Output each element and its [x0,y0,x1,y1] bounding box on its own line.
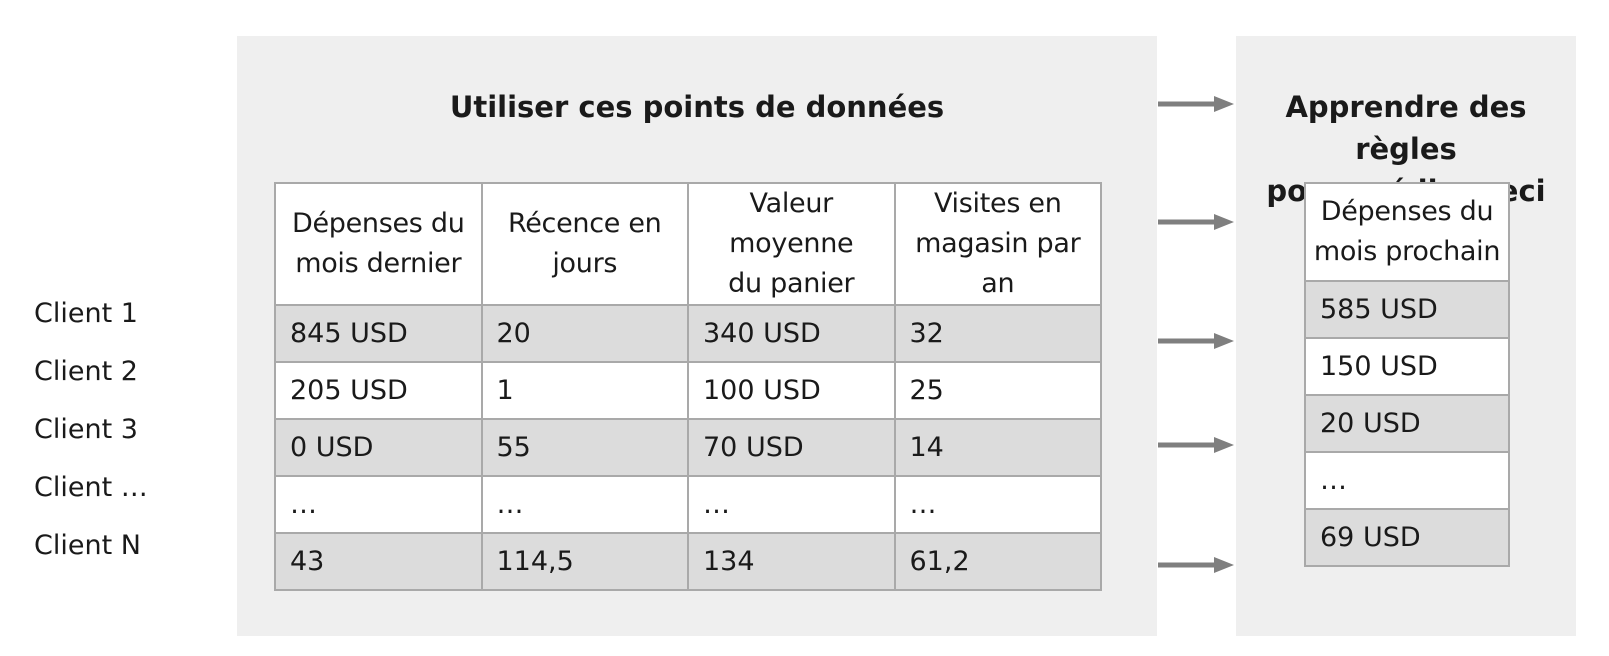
arrow-right-icon [1158,557,1234,573]
arrow-right-icon [1158,214,1234,230]
client-label: Client 1 [34,298,138,329]
client-label: Client 2 [34,356,138,387]
arrow-right-icon [1158,96,1234,112]
table-cell: 205 USD [274,361,483,420]
table-cell: 43 [274,532,483,591]
target-table: Dépenses du mois prochain 585 USD 150 US… [1304,182,1510,567]
target-header-row: Dépenses du mois prochain [1304,182,1510,282]
column-header-recency: Récence en jours [480,182,689,306]
table-cell: 100 USD [687,361,896,420]
table-cell: 20 [480,304,689,363]
header-line: Dépenses du [291,208,465,239]
table-cell: 0 USD [274,418,483,477]
table-cell: … [274,475,483,534]
arrow-right-icon [1158,333,1234,349]
table-cell: 70 USD [687,418,896,477]
column-header-last-month-spend: Dépenses du mois dernier [274,182,483,306]
target-cell: 150 USD [1304,337,1510,396]
header-line: Dépenses du [1320,196,1494,227]
target-cell: 69 USD [1304,508,1510,567]
table-row: 845 USD 20 340 USD 32 [274,304,1102,363]
features-header-row: Dépenses du mois dernier Récence en jour… [274,182,1102,306]
table-row: 69 USD [1304,508,1510,567]
table-cell: … [893,475,1102,534]
table-cell: 114,5 [480,532,689,591]
table-cell: 134 [687,532,896,591]
header-line: du panier [728,268,855,299]
client-label: Client … [34,472,148,503]
table-row: 585 USD [1304,280,1510,339]
table-cell: 25 [893,361,1102,420]
target-cell: … [1304,451,1510,510]
table-cell: 32 [893,304,1102,363]
table-row: … … … … [274,475,1102,534]
header-line: mois prochain [1313,236,1501,267]
table-row: 43 114,5 134 61,2 [274,532,1102,591]
header-line: Valeur moyenne [729,188,854,259]
client-label: Client 3 [34,414,138,445]
table-cell: … [687,475,896,534]
table-cell: 340 USD [687,304,896,363]
target-cell: 20 USD [1304,394,1510,453]
header-line: mois dernier [295,248,462,279]
target-cell: 585 USD [1304,280,1510,339]
table-row: 20 USD [1304,394,1510,453]
features-table: Dépenses du mois dernier Récence en jour… [274,182,1102,591]
header-line: Récence en [508,208,662,239]
arrow-right-icon [1158,437,1234,453]
table-cell: … [480,475,689,534]
header-line: jours [552,248,618,279]
table-cell: 845 USD [274,304,483,363]
table-row: … [1304,451,1510,510]
table-row: 0 USD 55 70 USD 14 [274,418,1102,477]
table-cell: 55 [480,418,689,477]
input-panel-title: Utiliser ces points de données [449,90,945,124]
table-row: 150 USD [1304,337,1510,396]
prediction-title-line-1: Apprendre des règles [1285,90,1527,166]
table-cell: 14 [893,418,1102,477]
header-line: magasin par an [915,228,1081,299]
header-line: Visites en [933,188,1062,219]
client-labels: Client 1 Client 2 Client 3 Client … Clie… [34,285,148,575]
column-header-next-month-spend: Dépenses du mois prochain [1304,182,1510,282]
column-header-avg-basket: Valeur moyenne du panier [687,182,896,306]
column-header-store-visits: Visites en magasin par an [893,182,1102,306]
table-cell: 61,2 [893,532,1102,591]
table-row: 205 USD 1 100 USD 25 [274,361,1102,420]
table-cell: 1 [480,361,689,420]
client-label: Client N [34,530,141,561]
